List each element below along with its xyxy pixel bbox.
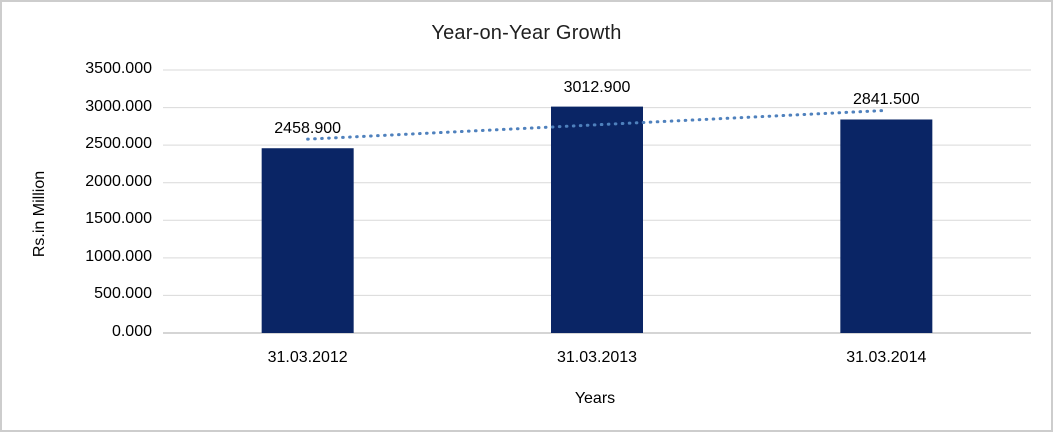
- bar-31.03.2012: [261, 148, 354, 333]
- bar-31.03.2014: [840, 119, 933, 334]
- bar-31.03.2013: [551, 106, 643, 334]
- bar-value-label: 2458.900: [274, 120, 342, 138]
- y-tick-label: 1500.000: [85, 210, 152, 228]
- y-tick-label: 3500.000: [85, 60, 152, 77]
- y-tick-label: 2500.000: [85, 135, 152, 153]
- x-category-label: 31.03.2014: [846, 349, 927, 366]
- x-axis-title: Years: [574, 390, 616, 407]
- y-tick-label: 1000.000: [85, 247, 152, 265]
- bar-value-label: 3012.900: [563, 78, 631, 96]
- x-category-label: 31.03.2013: [556, 349, 638, 366]
- x-category-label: 31.03.2012: [267, 349, 348, 366]
- bar-value-label: 2841.500: [852, 91, 920, 109]
- y-tick-label: 2000.000: [85, 172, 152, 190]
- y-tick-label: 3000.000: [85, 97, 152, 115]
- y-tick-label: 0.000: [111, 323, 152, 340]
- y-tick-label: 500.000: [94, 285, 152, 303]
- trendline: [306, 108, 888, 141]
- chart-title: Year-on-Year Growth: [431, 22, 622, 44]
